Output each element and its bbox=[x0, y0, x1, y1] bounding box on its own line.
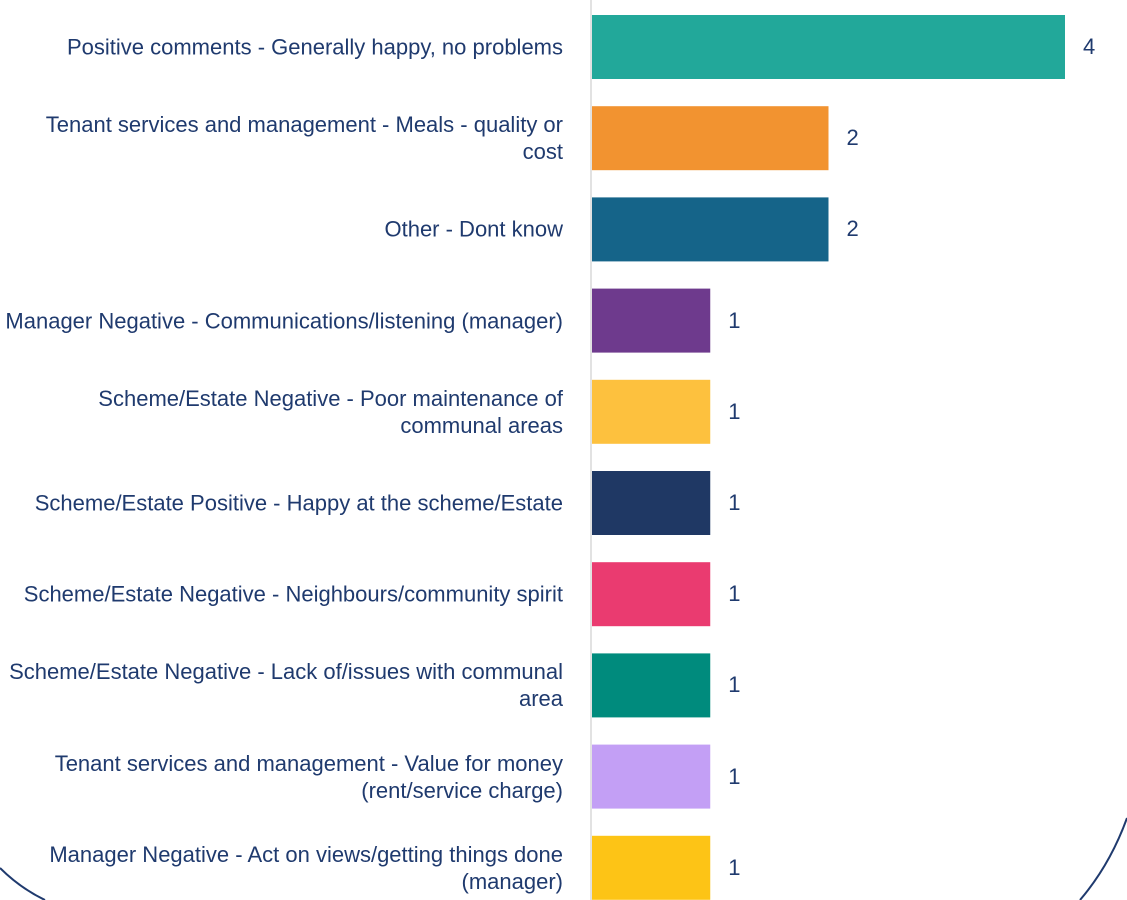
bar bbox=[592, 15, 1065, 79]
bar bbox=[592, 562, 711, 627]
category-label: Positive comments - Generally happy, no … bbox=[66, 34, 563, 60]
data-label: 2 bbox=[846, 216, 859, 242]
bar bbox=[592, 106, 829, 171]
decor-arc bbox=[0, 867, 46, 900]
data-label: 1 bbox=[728, 763, 741, 789]
data-label: 2 bbox=[846, 125, 859, 151]
category-label: Tenant services and management - Value f… bbox=[54, 750, 563, 803]
category-label: Scheme/Estate Positive - Happy at the sc… bbox=[34, 490, 563, 516]
bar bbox=[592, 288, 711, 353]
category-label: Scheme/Estate Negative - Neighbours/comm… bbox=[23, 581, 563, 607]
bar bbox=[592, 835, 711, 900]
category-label: Manager Negative - Communications/listen… bbox=[5, 308, 563, 334]
data-label: 1 bbox=[728, 307, 741, 333]
bar bbox=[592, 379, 711, 444]
data-label: 1 bbox=[728, 854, 741, 880]
category-label: Manager Negative - Act on views/getting … bbox=[49, 841, 563, 894]
category-label: Scheme/Estate Negative - Lack of/issues … bbox=[9, 659, 563, 712]
data-label: 1 bbox=[728, 490, 741, 515]
bar bbox=[592, 744, 711, 809]
data-label: 4 bbox=[1083, 34, 1096, 59]
bar bbox=[592, 653, 711, 718]
category-label: Tenant services and management - Meals -… bbox=[45, 112, 563, 165]
decor-arc bbox=[1079, 817, 1127, 900]
bar bbox=[592, 471, 711, 535]
bar bbox=[592, 197, 829, 262]
data-label: 1 bbox=[728, 581, 741, 607]
category-label: Scheme/Estate Negative - Poor maintenanc… bbox=[98, 385, 563, 438]
category-label: Other - Dont know bbox=[384, 216, 563, 242]
data-label: 1 bbox=[728, 398, 741, 424]
data-label: 1 bbox=[728, 672, 741, 698]
